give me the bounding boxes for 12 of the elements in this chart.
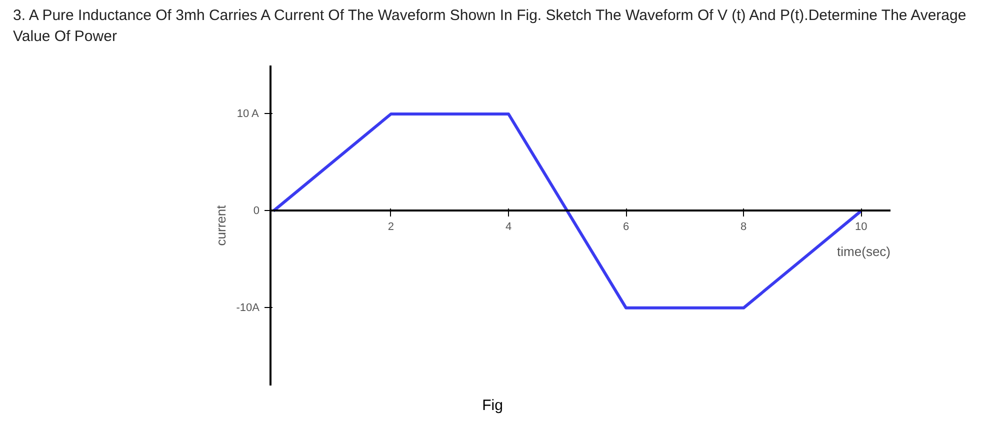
chart-title: 3. A Pure Inductance Of 3mh Carries A Current Of The Waveform Shown In Fig. Sketch The Waveform Of V (t) And P(t).Determine The Average Value Of Power <box>13 6 968 48</box>
y-axis-title: current <box>213 204 228 246</box>
text: Fig <box>482 396 503 416</box>
y-tick-label: -10A <box>236 302 260 314</box>
x-tick-label: 10 <box>855 220 868 233</box>
y-tick-label: 10 A <box>236 108 260 120</box>
y-tick-label: 0 <box>253 204 260 217</box>
x-tick-label: 4 <box>505 220 512 233</box>
x-tick-label: 8 <box>740 220 747 233</box>
x-tick-label: 6 <box>622 220 630 233</box>
x-axis-title: time(sec) <box>837 244 891 259</box>
x-tick-label: 2 <box>388 220 394 233</box>
